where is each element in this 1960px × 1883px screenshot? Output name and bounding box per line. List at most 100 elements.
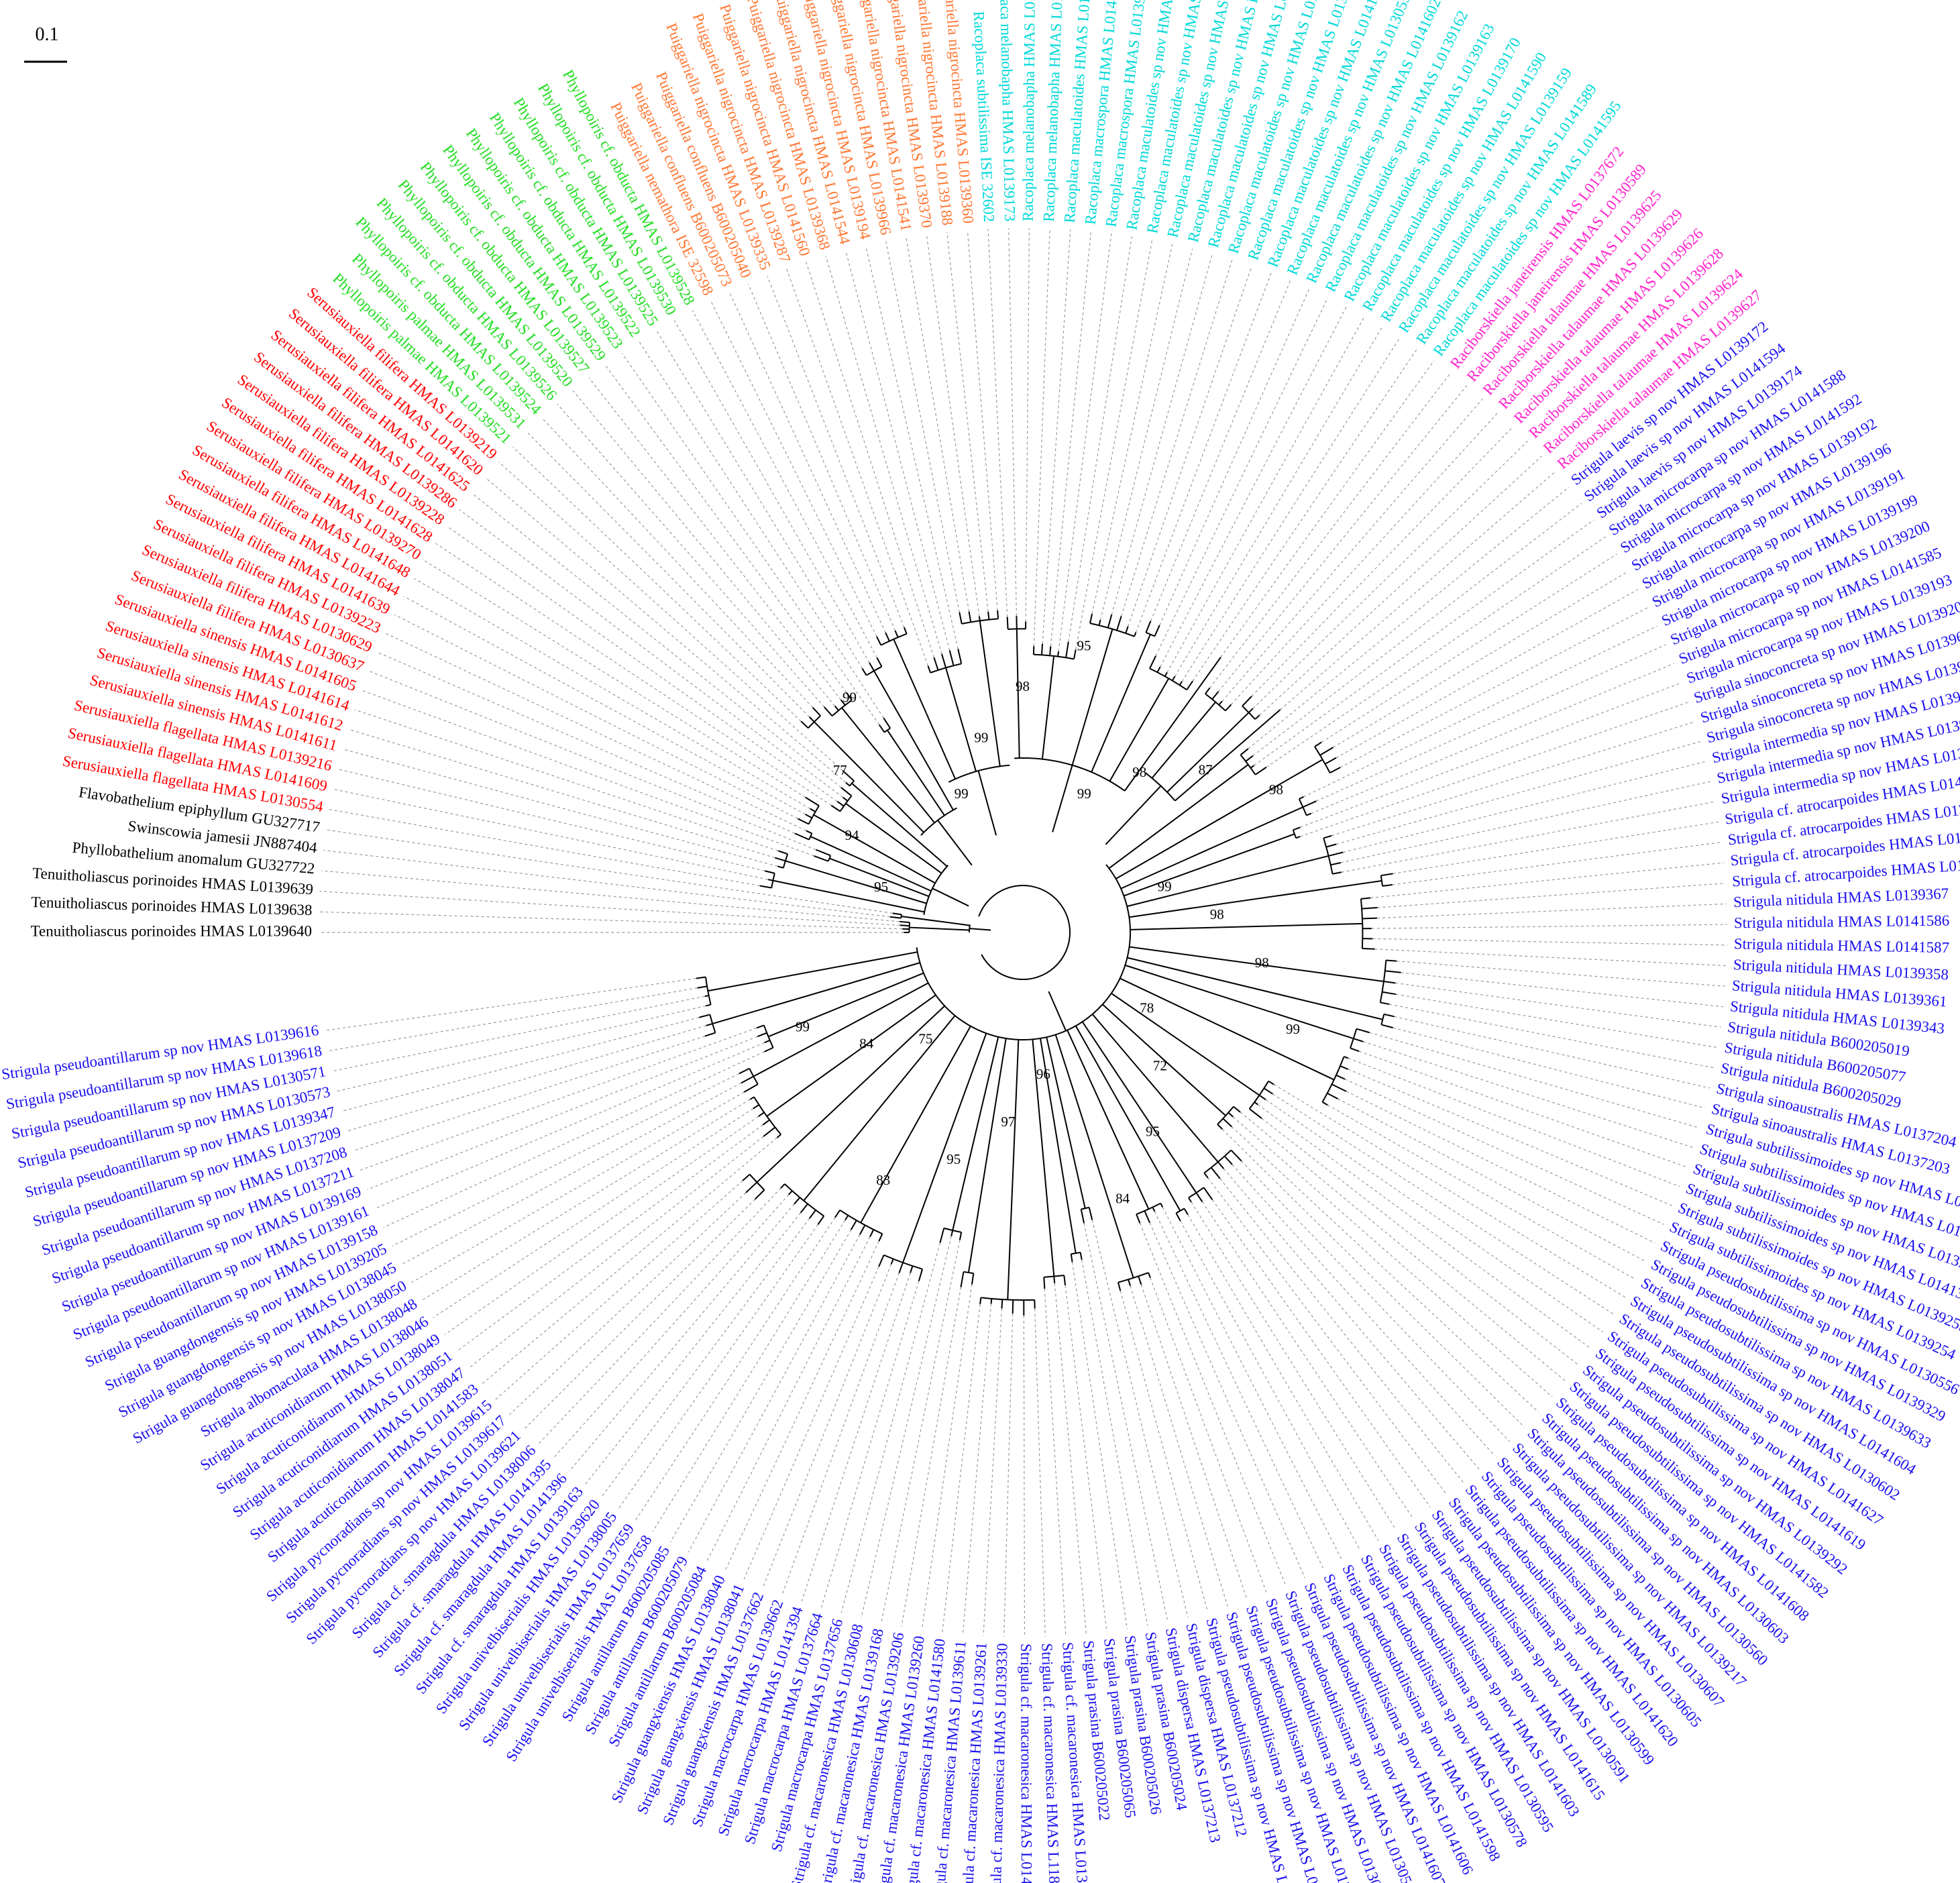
branch bbox=[1032, 1039, 1055, 1277]
guide-line bbox=[1392, 842, 1722, 885]
terminal-branch bbox=[836, 800, 845, 807]
terminal-branch bbox=[834, 1209, 840, 1218]
guide-line bbox=[1343, 761, 1706, 853]
guide-line bbox=[557, 403, 825, 708]
guide-line bbox=[1191, 1201, 1397, 1530]
support-value: 95 bbox=[874, 879, 888, 895]
root-arc bbox=[978, 885, 1071, 980]
branch bbox=[1041, 655, 1055, 759]
branch bbox=[841, 707, 935, 824]
terminal-branch bbox=[824, 706, 833, 716]
terminal-branch bbox=[1001, 1299, 1003, 1309]
guide-line bbox=[1058, 233, 1112, 652]
guide-line bbox=[1258, 1104, 1592, 1350]
terminal-branch bbox=[1230, 1149, 1242, 1162]
guide-line bbox=[469, 1136, 764, 1368]
terminal-branch bbox=[861, 668, 867, 676]
terminal-branch bbox=[794, 832, 810, 841]
support-values: 95 94 77 99 99 99 98 95 99 98 87 98 99 98 98 99 78 72 95 84… bbox=[796, 638, 1300, 1207]
branch bbox=[851, 783, 948, 867]
terminal-branch bbox=[1195, 1192, 1203, 1203]
guide-line bbox=[347, 1025, 706, 1132]
branch bbox=[937, 820, 973, 866]
terminal-branch bbox=[794, 1197, 801, 1205]
terminal-branch bbox=[1152, 1207, 1156, 1212]
terminal-branch bbox=[1175, 1212, 1181, 1222]
branch bbox=[1126, 855, 1329, 908]
guide-line bbox=[1377, 883, 1726, 908]
branch-arc bbox=[1071, 1252, 1081, 1255]
guide-line bbox=[1218, 385, 1468, 692]
guide-line bbox=[1248, 486, 1570, 749]
terminal-branch bbox=[845, 1215, 849, 1221]
branch bbox=[1071, 629, 1113, 765]
guide-line bbox=[1091, 1220, 1189, 1617]
terminal-branch bbox=[1098, 620, 1101, 626]
guide-line bbox=[728, 292, 886, 633]
terminal-branch bbox=[806, 830, 812, 835]
guide-line bbox=[585, 1212, 801, 1485]
branch-arc bbox=[1014, 757, 1126, 792]
terminal-branch bbox=[1223, 1155, 1233, 1165]
terminal-branch bbox=[1228, 1112, 1234, 1118]
support-value: 95 bbox=[1146, 1124, 1160, 1140]
terminal-branch bbox=[840, 699, 846, 706]
support-value: 98 bbox=[1269, 782, 1283, 798]
terminal-branch bbox=[1331, 1083, 1347, 1092]
guide-line bbox=[1261, 1118, 1579, 1366]
support-value: 77 bbox=[833, 762, 847, 778]
branch-arc bbox=[1323, 838, 1333, 874]
terminal-branch bbox=[1210, 1167, 1221, 1179]
guide-line bbox=[341, 1017, 700, 1112]
guide-line bbox=[906, 237, 970, 612]
branch bbox=[773, 879, 925, 913]
branch bbox=[1108, 764, 1249, 869]
guide-line bbox=[1340, 781, 1711, 863]
taxon-label: Strigula cf. macaronesica HMAS L0139330 bbox=[987, 1643, 1011, 1883]
branch bbox=[1046, 1036, 1086, 1209]
guide-line bbox=[1232, 1116, 1553, 1397]
support-value: 87 bbox=[1199, 761, 1213, 777]
terminal-branch bbox=[1145, 621, 1152, 633]
guide-line bbox=[1221, 1128, 1525, 1428]
terminal-branch bbox=[1344, 1056, 1349, 1059]
terminal-branch bbox=[788, 1190, 793, 1195]
branch bbox=[860, 1026, 971, 1224]
terminal-branch bbox=[1332, 871, 1342, 875]
terminal-branch bbox=[933, 657, 939, 671]
guide-line bbox=[962, 1303, 992, 1635]
support-value: 98 bbox=[1210, 906, 1224, 922]
guide-line bbox=[1221, 398, 1483, 702]
branch-arc bbox=[763, 1025, 774, 1048]
guide-line bbox=[512, 446, 802, 722]
terminal-branch bbox=[816, 849, 831, 857]
guide-line bbox=[1054, 1283, 1087, 1634]
support-value: 98 bbox=[1016, 678, 1030, 694]
branch-arc bbox=[923, 865, 949, 915]
branch bbox=[932, 887, 969, 907]
terminal-branch bbox=[1222, 1118, 1233, 1128]
guide-line bbox=[881, 1240, 961, 1623]
terminal-branch bbox=[1293, 826, 1301, 831]
terminal-branch bbox=[859, 1224, 866, 1235]
terminal-branch bbox=[1254, 1101, 1258, 1106]
support-value: 96 bbox=[1036, 1066, 1050, 1082]
branch bbox=[785, 860, 927, 904]
branch-arc bbox=[1203, 1149, 1232, 1174]
terminal-branch bbox=[767, 879, 773, 881]
guide-line bbox=[319, 891, 900, 926]
guide-line bbox=[498, 462, 843, 771]
guide-line bbox=[1075, 239, 1153, 650]
branch bbox=[813, 814, 936, 884]
terminal-branch bbox=[918, 1269, 924, 1282]
guide-line bbox=[885, 241, 960, 612]
guide-line bbox=[1265, 1099, 1604, 1333]
guide-line bbox=[652, 1220, 846, 1532]
branch bbox=[1040, 1038, 1077, 1254]
guide-line bbox=[1346, 1091, 1655, 1244]
terminal-branch bbox=[1295, 836, 1301, 839]
guide-line bbox=[444, 1116, 759, 1336]
support-value: 99 bbox=[796, 1018, 810, 1034]
guide-line bbox=[604, 365, 847, 693]
guide-line bbox=[484, 477, 847, 784]
